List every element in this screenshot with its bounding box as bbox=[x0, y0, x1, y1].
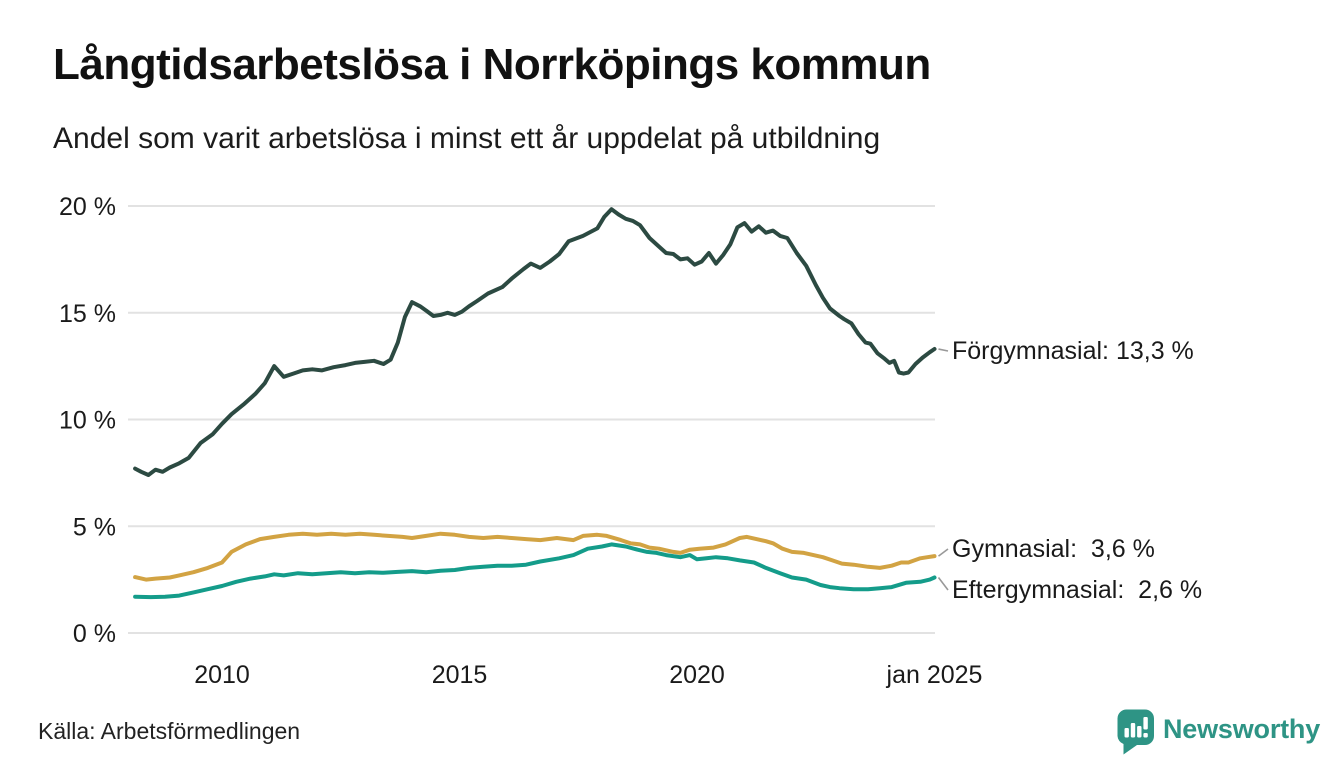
y-tick-label: 0 % bbox=[73, 620, 116, 648]
label-connector bbox=[938, 548, 949, 557]
label-connector bbox=[938, 348, 949, 352]
x-tick-label: 2020 bbox=[669, 661, 725, 689]
series-line-eftergymnasial bbox=[133, 542, 937, 600]
chart-subtitle: Andel som varit arbetslösa i minst ett å… bbox=[53, 122, 881, 155]
brand-logo: Newsworthy bbox=[1117, 709, 1320, 761]
page-title: Långtidsarbetslösa i Norrköpings kommun bbox=[53, 40, 931, 89]
series-line-förgymnasial bbox=[133, 207, 937, 477]
y-tick-label: 10 % bbox=[59, 407, 116, 435]
series-line-gymnasial bbox=[133, 531, 937, 582]
series-end-label-gymnasial: Gymnasial: 3,6 % bbox=[952, 535, 1155, 563]
series-end-label-forgymnasial: Förgymnasial: 13,3 % bbox=[952, 337, 1194, 365]
y-tick-label: 15 % bbox=[59, 300, 116, 328]
brand-name: Newsworthy bbox=[1163, 714, 1321, 744]
bar-chart-speech-bubble-icon bbox=[1117, 709, 1155, 761]
x-tick-label: 2010 bbox=[194, 661, 250, 689]
y-tick-label: 5 % bbox=[73, 513, 116, 541]
x-tick-label: jan 2025 bbox=[886, 661, 983, 689]
y-tick-label: 20 % bbox=[59, 193, 116, 221]
label-connector bbox=[937, 577, 949, 591]
x-tick-label: 2015 bbox=[432, 661, 488, 689]
series-end-label-eftergymnasial: Eftergymnasial: 2,6 % bbox=[952, 576, 1203, 604]
source-note: Källa: Arbetsförmedlingen bbox=[38, 718, 301, 744]
